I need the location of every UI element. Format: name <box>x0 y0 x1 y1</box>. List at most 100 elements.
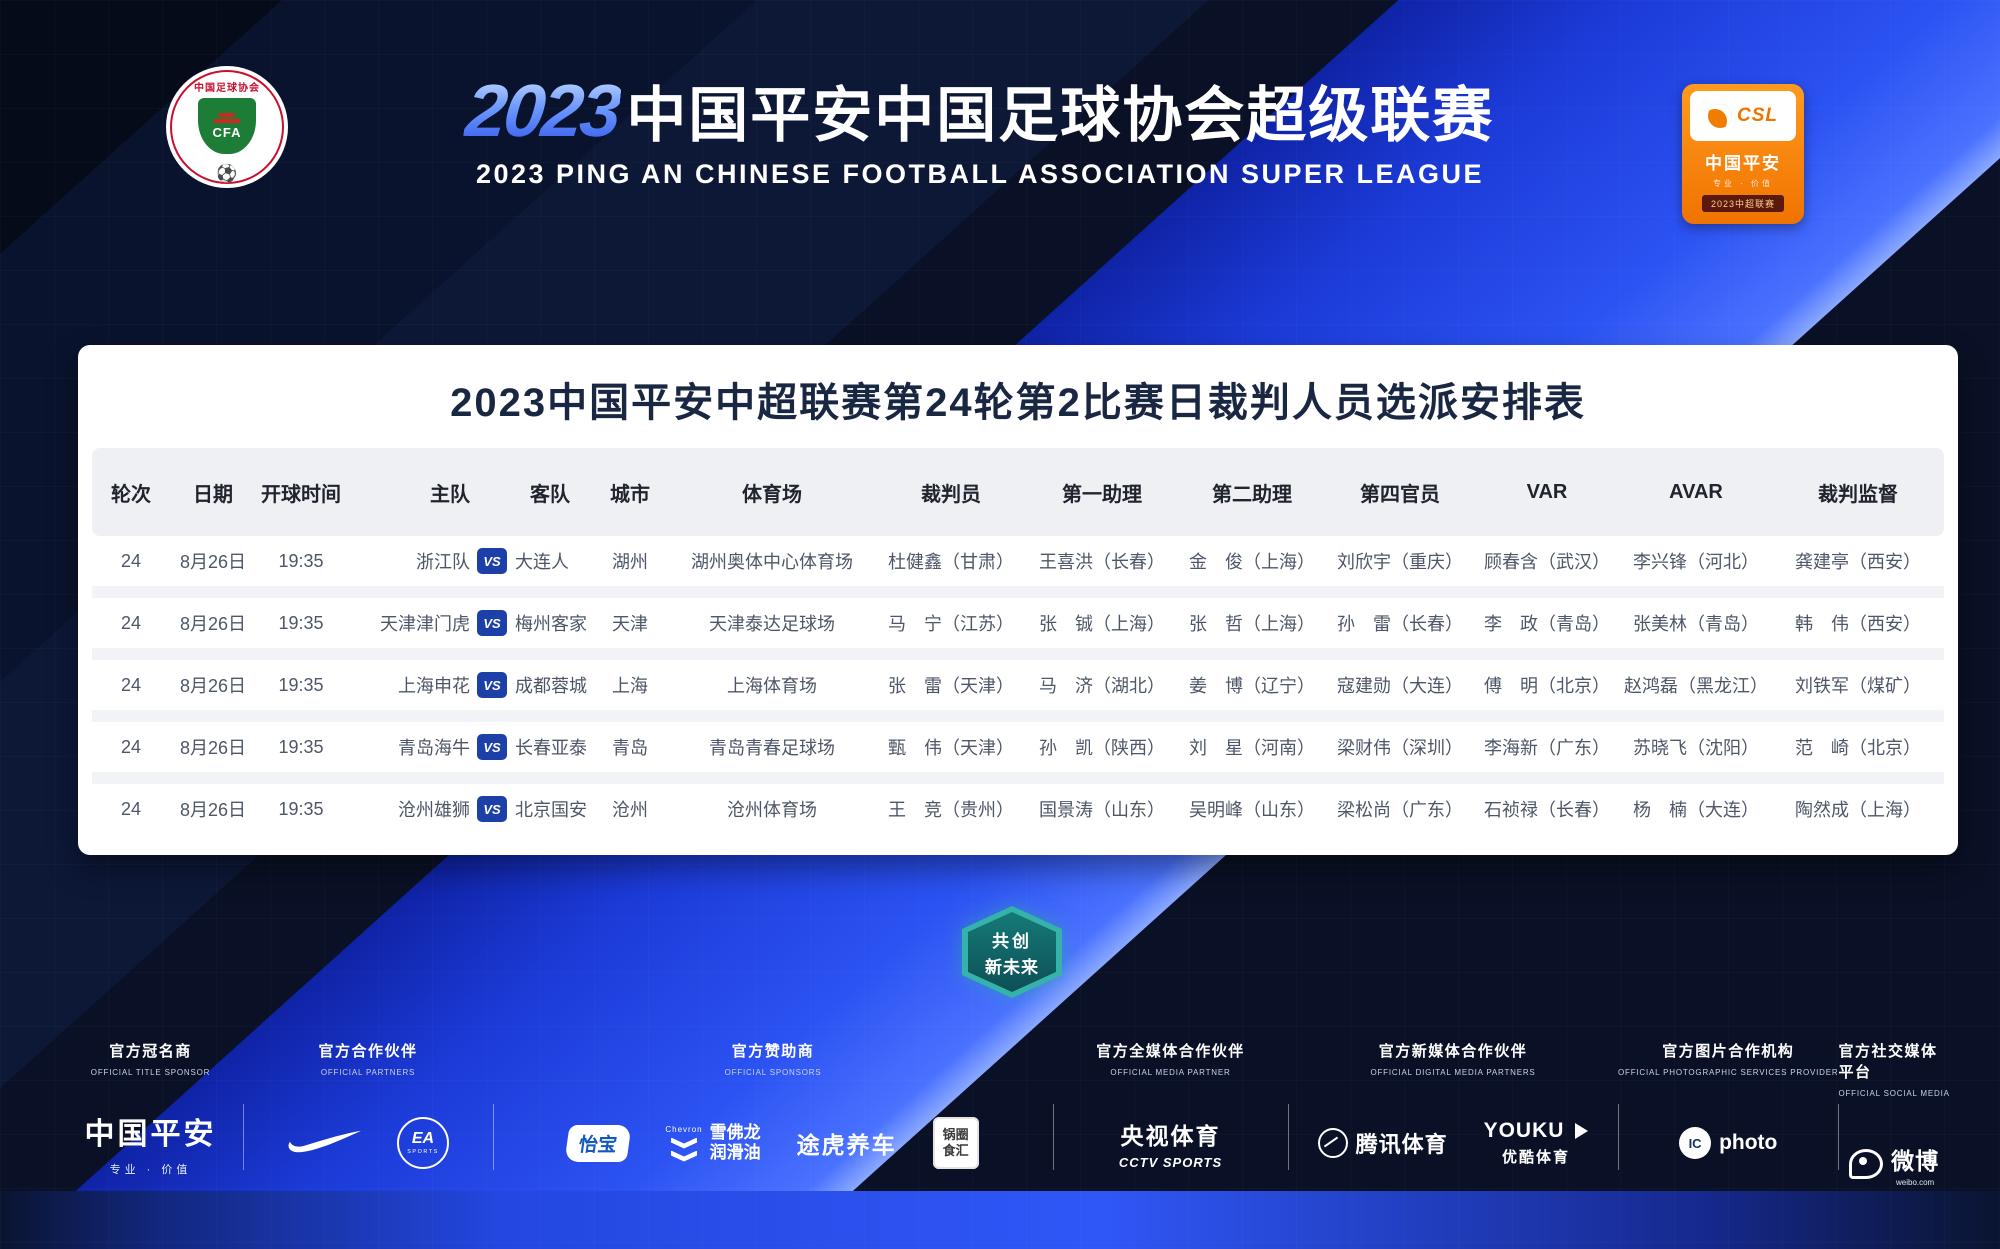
col-header-ar2: 第二助理 <box>1212 483 1292 506</box>
csl-brand-label: 中国平安 <box>1705 154 1781 173</box>
ea-sports-icon: EA SPORTS <box>397 1117 449 1169</box>
tencent-sports-icon <box>1317 1128 1348 1158</box>
cell-referee: 甄 伟（天津） <box>888 738 1014 758</box>
sponsor-label-en: OFFICIAL TITLE SPONSOR <box>90 1068 211 1077</box>
table-header-row: 轮次 日期 开球时间 主队 客队 城市 体育场 裁判员 第一助理 第二助理 第四… <box>92 448 1944 536</box>
cell-var: 石祯禄（长春） <box>1484 800 1610 820</box>
csl-league-label: 2023中超联赛 <box>1701 195 1785 212</box>
sponsor-label-cn: 官方合作伙伴 <box>318 1043 418 1060</box>
vs-badge: VS <box>477 734 507 760</box>
cell-kickoff: 19:35 <box>278 674 324 695</box>
hexagon-inner: 共创 新未来 <box>968 912 1056 992</box>
cell-city: 青岛 <box>612 738 648 758</box>
home-team-label: 沧州雄狮 <box>398 800 470 820</box>
icphoto-wordmark: photo <box>1719 1131 1778 1154</box>
cell-date: 8月26日 <box>179 738 247 758</box>
sponsor-label-cn: 官方图片合作机构 <box>1662 1043 1795 1060</box>
chevron-shape <box>671 1137 697 1149</box>
guoquan-line2: 食汇 <box>942 1143 969 1158</box>
col-header-away: 客队 <box>530 483 570 506</box>
sponsor-label-en: OFFICIAL PARTNERS <box>320 1068 416 1077</box>
cell-ar1: 张 铖（上海） <box>1039 614 1165 634</box>
sponsor-label-cn: 官方冠名商 <box>109 1043 192 1060</box>
cell-kickoff: 19:35 <box>278 612 324 633</box>
sponsor-group-partners: 官方合作伙伴 OFFICIAL PARTNERS EA SPORTS <box>243 1040 493 1200</box>
csl-abbr-label: CSL <box>1737 105 1778 126</box>
chevron-icon: Chevron <box>665 1125 702 1162</box>
home-team-label: 天津津门虎 <box>380 614 470 634</box>
cfa-crest-logo: 中国足球协会 CFA ⚽ <box>166 66 288 188</box>
col-header-var: VAR <box>1526 480 1568 503</box>
cell-date: 8月26日 <box>179 614 247 634</box>
sponsor-group-title-sponsor: 官方冠名商 OFFICIAL TITLE SPONSOR 中国平安 专业 · 价… <box>58 1040 243 1200</box>
col-header-supervisor: 裁判监督 <box>1818 483 1898 506</box>
sponsor-group-photo-provider: 官方图片合作机构 OFFICIAL PHOTOGRAPHIC SERVICES … <box>1618 1040 1838 1200</box>
cell-ar1: 马 济（湖北） <box>1039 676 1165 696</box>
ea-wordmark: EA <box>411 1130 435 1147</box>
col-header-avar: AVAR <box>1669 480 1723 503</box>
table-row: 24 8月26日 19:35 上海申花 VS 成都蓉城 上海 上海体育场 张 雷… <box>92 660 1944 722</box>
cell-supervisor: 刘铁军（煤矿） <box>1795 676 1921 696</box>
cell-city: 沧州 <box>612 800 648 820</box>
title-year: 2023 <box>461 69 623 152</box>
cell-round: 24 <box>120 674 142 695</box>
assignment-card: 2023中国平安中超联赛第24轮第2比赛日裁判人员选派安排表 轮次 日期 开球时… <box>78 345 1958 855</box>
weibo-url: weibo.com <box>1895 1177 1935 1187</box>
referee-table: 轮次 日期 开球时间 主队 客队 城市 体育场 裁判员 第一助理 第二助理 第四… <box>92 448 1944 834</box>
sponsor-label-cn: 官方新媒体合作伙伴 <box>1378 1043 1528 1060</box>
badge-slogan-line1: 共创 <box>992 931 1032 951</box>
pingan-slogan: 专业 · 价值 <box>109 1164 192 1176</box>
col-header-stadium: 体育场 <box>742 483 802 506</box>
play-icon <box>1575 1123 1589 1139</box>
chevron-cn-line2: 润滑油 <box>709 1143 761 1162</box>
sponsor-label-en: OFFICIAL PHOTOGRAPHIC SERVICES PROVIDER <box>1618 1068 1839 1077</box>
sponsor-label-en: OFFICIAL SOCIAL MEDIA <box>1838 1089 1950 1098</box>
cell-kickoff: 19:35 <box>278 798 324 819</box>
cfa-abbr-label: CFA <box>212 124 242 140</box>
cell-ar2: 张 哲（上海） <box>1189 614 1315 634</box>
home-team-label: 浙江队 <box>416 552 470 572</box>
table-body: 24 8月26日 19:35 浙江队 VS 大连人 湖州 湖州奥体中心体育场 杜… <box>92 536 1944 834</box>
cctv-cn-wordmark: 央视体育 <box>1120 1122 1221 1149</box>
cell-var: 李 政（青岛） <box>1484 614 1610 634</box>
sponsor-label-en: OFFICIAL SPONSORS <box>724 1068 822 1077</box>
cell-matchup: 沧州雄狮 VS 北京国安 <box>346 796 592 822</box>
cell-supervisor: 范 崎（北京） <box>1795 738 1921 758</box>
cell-fourth-official: 寇建勋（大连） <box>1337 676 1463 696</box>
icphoto-logo: IC photo <box>1679 1127 1777 1159</box>
cell-city: 湖州 <box>612 552 648 572</box>
cell-avar: 杨 楠（大连） <box>1633 800 1759 820</box>
cell-fourth-official: 孙 雷（长春） <box>1337 614 1463 634</box>
col-header-referee: 裁判员 <box>921 483 981 506</box>
cell-date: 8月26日 <box>179 552 247 572</box>
cell-ar1: 国景涛（山东） <box>1039 800 1165 820</box>
sponsor-label-en: OFFICIAL DIGITAL MEDIA PARTNERS <box>1370 1068 1536 1077</box>
cctv-sports-logo: 央视体育 CCTV SPORTS <box>1119 1117 1222 1170</box>
csl-league-badge: CSL 中国平安 专业 · 价值 2023中超联赛 <box>1682 84 1804 224</box>
cell-ar2: 刘 星（河南） <box>1189 738 1315 758</box>
away-team-label: 长春亚泰 <box>515 738 587 758</box>
cell-date: 8月26日 <box>179 800 247 820</box>
sponsor-label-cn: 官方社交媒体平台 <box>1838 1043 1938 1081</box>
away-team-label: 梅州客家 <box>515 614 587 634</box>
cell-ar2: 姜 博（辽宁） <box>1189 676 1315 696</box>
card-title: 2023中国平安中超联赛第24轮第2比赛日裁判人员选派安排表 <box>450 381 1586 425</box>
cell-stadium: 沧州体育场 <box>727 800 817 820</box>
vs-badge: VS <box>477 672 507 698</box>
cell-city: 天津 <box>612 614 648 634</box>
pagoda-icon <box>219 112 235 117</box>
away-team-label: 北京国安 <box>515 800 587 820</box>
table-row: 24 8月26日 19:35 青岛海牛 VS 长春亚泰 青岛 青岛青春足球场 甄… <box>92 722 1944 784</box>
col-header-ar1: 第一助理 <box>1062 483 1142 506</box>
table-row: 24 8月26日 19:35 沧州雄狮 VS 北京国安 沧州 沧州体育场 王 竞… <box>92 784 1944 834</box>
vs-badge: VS <box>477 548 507 574</box>
nike-swoosh-icon <box>288 1130 361 1153</box>
youku-cn-wordmark: 优酷体育 <box>1501 1149 1570 1166</box>
tencent-wordmark: 腾讯体育 <box>1355 1132 1448 1157</box>
col-header-fourth: 第四官员 <box>1360 483 1440 506</box>
hexagon-slogan-badge: 共创 新未来 <box>962 906 1062 998</box>
col-header-city: 城市 <box>610 483 650 506</box>
youku-sports-logo: YOUKU 优酷体育 <box>1484 1119 1589 1167</box>
title-cn-text: 中国平安中国足球协会超级联赛 <box>626 82 1495 149</box>
